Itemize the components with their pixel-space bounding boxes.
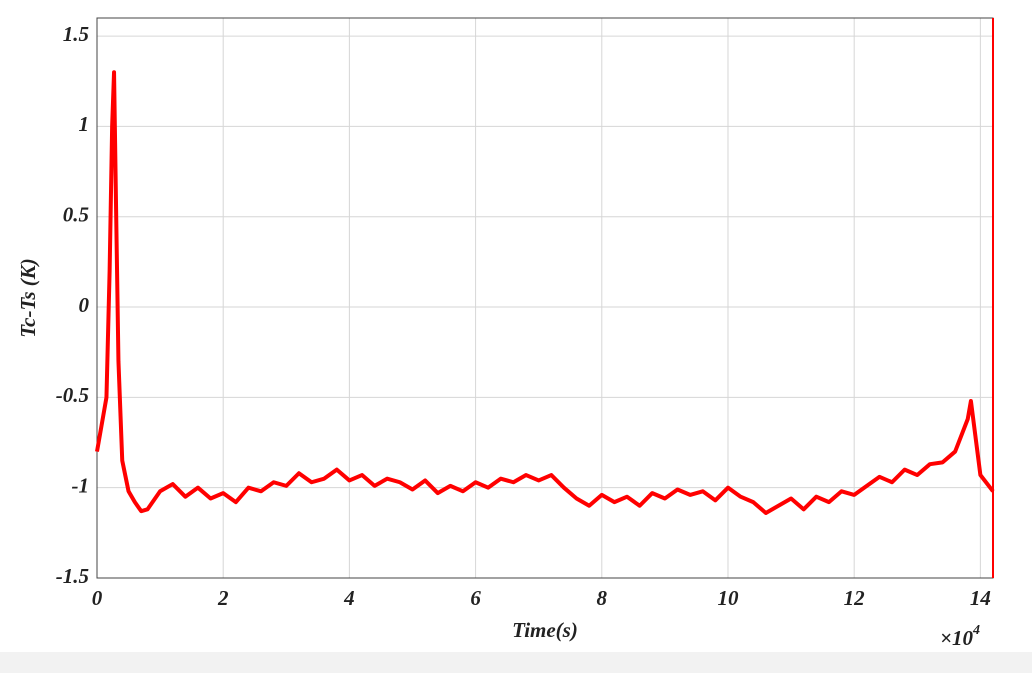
multiplier-base: ×10 — [940, 626, 973, 650]
x-tick-label: 2 — [217, 586, 229, 610]
x-tick-label: 14 — [970, 586, 991, 610]
y-tick-label: -0.5 — [56, 383, 89, 407]
x-tick-label: 8 — [597, 586, 608, 610]
x-tick-label: 0 — [92, 586, 103, 610]
bottom-strip — [0, 652, 1032, 673]
x-tick-label: 10 — [717, 586, 739, 610]
x-tick-label: 6 — [470, 586, 481, 610]
y-tick-label: 0 — [79, 293, 90, 317]
x-tick-label: 4 — [343, 586, 355, 610]
y-tick-label: -1 — [72, 473, 90, 497]
data-line — [95, 70, 995, 515]
y-tick-label: -1.5 — [56, 564, 89, 588]
multiplier-exponent: 4 — [972, 623, 980, 638]
x-tick-label: 12 — [844, 586, 866, 610]
y-tick-label: 1 — [79, 112, 90, 136]
grid — [96, 18, 993, 579]
x-axis-label: Time(s) — [512, 618, 578, 642]
y-axis-label: Tc-Ts (K) — [16, 258, 40, 338]
y-tick-label: 0.5 — [63, 203, 89, 227]
y-tick-label: 1.5 — [63, 22, 89, 46]
x-multiplier: ×104 — [940, 623, 980, 650]
